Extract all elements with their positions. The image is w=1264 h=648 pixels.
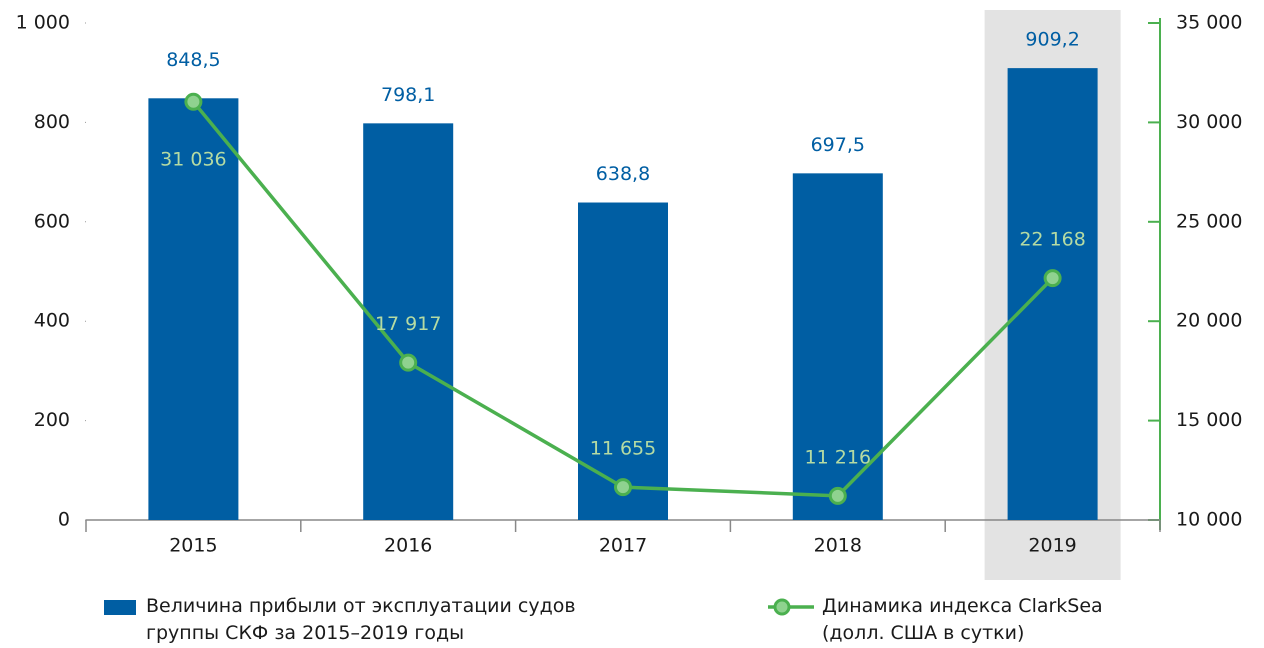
line-marker	[1043, 269, 1062, 288]
y2-tick-label: 15 000	[1176, 409, 1242, 431]
line-value-label: 11 216	[805, 446, 871, 468]
line-marker	[614, 478, 632, 497]
x-tick-label: 2018	[814, 535, 862, 557]
bar-value-label: 848,5	[166, 49, 220, 71]
y-tick-label: 800	[34, 111, 70, 133]
x-tick-label: 2019	[1028, 535, 1076, 557]
y2-tick-label: 20 000	[1176, 310, 1242, 332]
y2-tick-label: 35 000	[1176, 12, 1242, 34]
bar-value-label: 638,8	[596, 163, 650, 185]
swatch-marker	[773, 598, 791, 616]
bar-value-label: 909,2	[1025, 29, 1079, 51]
y-tick-label: 200	[34, 409, 70, 431]
y-tick-label: 0	[58, 509, 70, 531]
line-value-label: 17 917	[375, 313, 441, 335]
legend-label: Динамика индекса ClarkSea (долл. США в с…	[822, 595, 1103, 644]
legend-swatch	[104, 600, 136, 615]
bar	[148, 98, 239, 520]
bar	[363, 123, 454, 520]
line-value-label: 22 168	[1019, 229, 1085, 251]
legend-label: Величина прибыли от эксплуатации судов г…	[146, 595, 576, 644]
x-tick-label: 2016	[384, 535, 432, 557]
line-marker	[184, 92, 203, 111]
line-marker	[828, 486, 847, 505]
y2-tick-label: 30 000	[1176, 111, 1242, 133]
y-tick-label: 600	[34, 210, 70, 232]
x-tick-label: 2017	[599, 535, 647, 557]
legend-item: Величина прибыли от эксплуатации судов г…	[104, 593, 596, 647]
y-tick-label: 1 000	[16, 12, 70, 34]
bar	[578, 202, 668, 520]
y2-tick-label: 10 000	[1176, 509, 1242, 531]
bar	[792, 173, 883, 520]
line-value-label: 31 036	[160, 148, 226, 170]
line-marker	[399, 353, 418, 372]
legend-item: Динамика индекса ClarkSea (долл. США в с…	[768, 593, 1122, 647]
line-value-label: 11 655	[590, 438, 656, 460]
x-tick-label: 2015	[169, 535, 217, 557]
bar-value-label: 697,5	[811, 134, 865, 156]
bar	[1007, 68, 1098, 521]
y2-tick-label: 25 000	[1176, 210, 1242, 232]
y-tick-label: 400	[34, 310, 70, 332]
legend-swatch	[768, 598, 814, 616]
swatch	[104, 600, 136, 615]
bar-value-label: 798,1	[381, 84, 435, 106]
